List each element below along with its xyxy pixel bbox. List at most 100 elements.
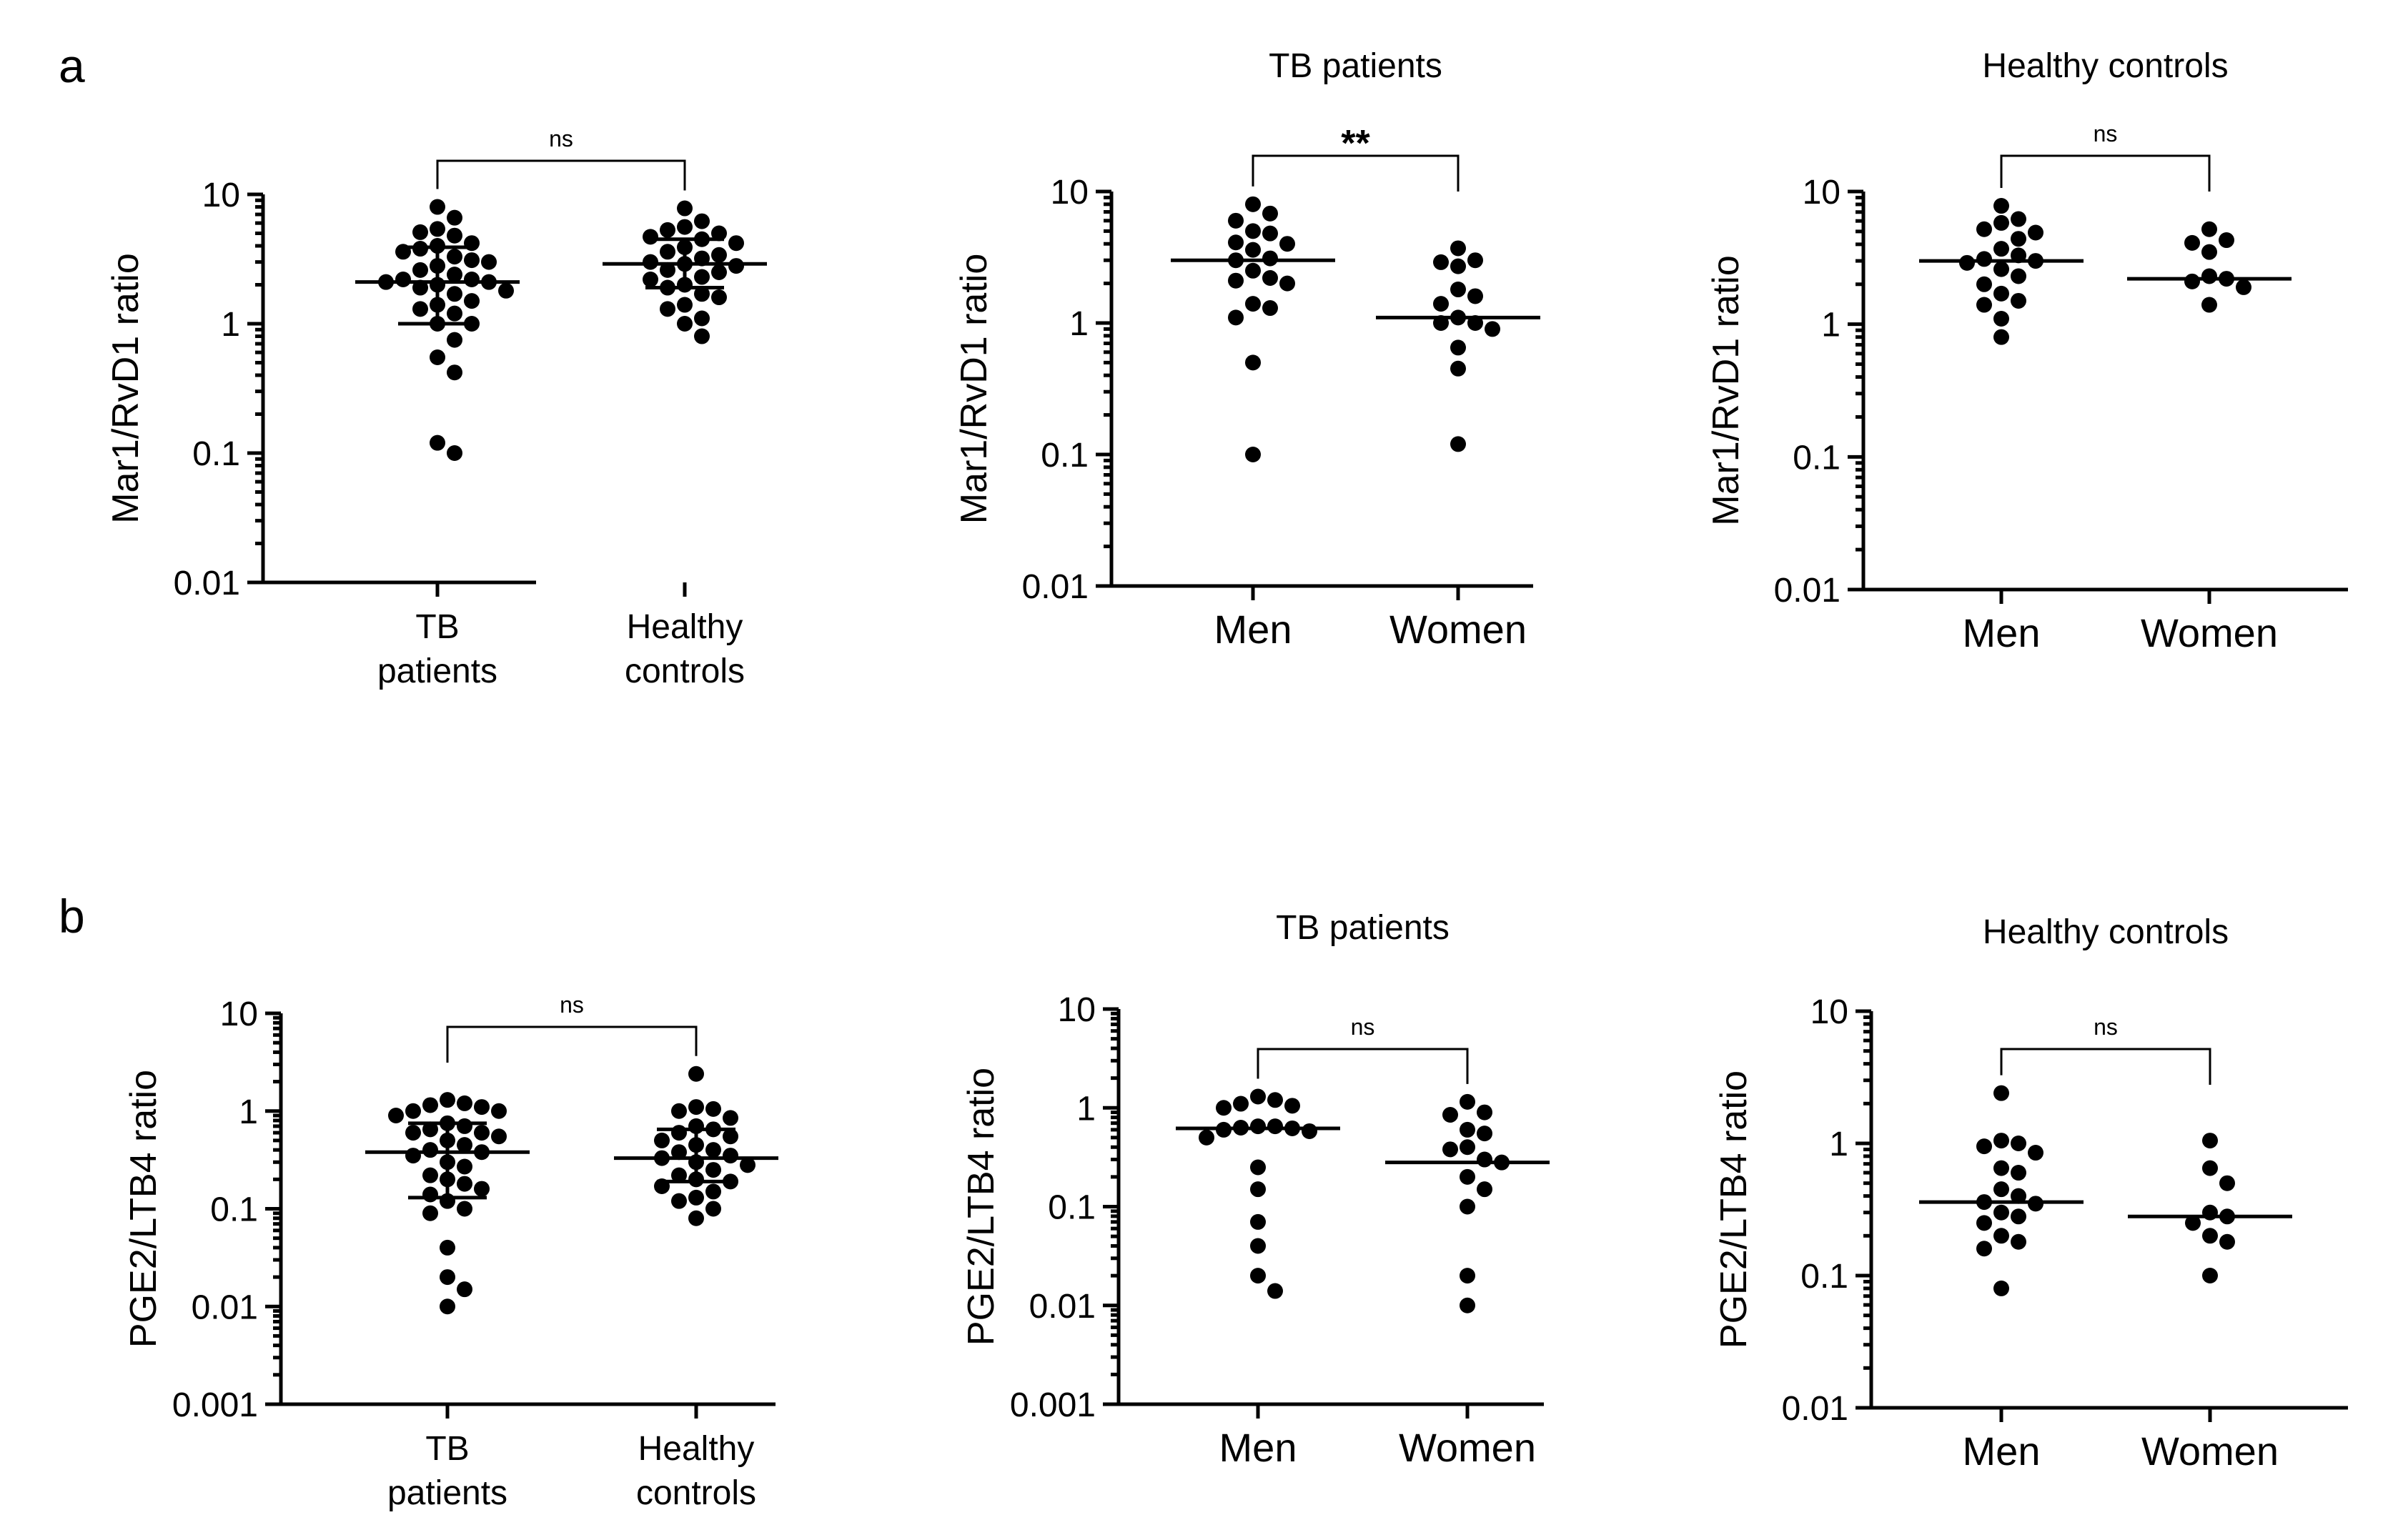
data-point xyxy=(2202,1133,2218,1149)
data-point xyxy=(430,277,445,293)
data-point xyxy=(671,1144,687,1161)
y-tick-label: 0.01 xyxy=(1774,572,1840,610)
data-point xyxy=(440,1193,455,1209)
significance-bracket xyxy=(2000,154,2211,192)
data-point xyxy=(2236,279,2251,295)
data-point xyxy=(654,1178,670,1194)
data-point xyxy=(447,227,462,244)
data-point xyxy=(705,1101,721,1117)
chart-a2: TB patients 0.01 0.1 1 10 Mar1/RvD1 ratio Men W… xyxy=(953,47,1540,652)
chart-b1: 0.001 0.01 0.1 1 10 PGE2/LTB4 ratio TB patients… xyxy=(123,992,778,1512)
data-point xyxy=(1284,1098,1300,1114)
data-point xyxy=(464,235,480,252)
data-point xyxy=(1976,276,1992,292)
data-point xyxy=(1250,1238,1266,1254)
data-point xyxy=(2011,1233,2026,1250)
y-tick-label: 0.01 xyxy=(1022,568,1089,606)
data-point xyxy=(671,1103,687,1119)
x-category-label: TB xyxy=(415,608,459,646)
data-point xyxy=(1250,1159,1266,1176)
data-point xyxy=(688,1065,704,1082)
y-tick-label: 0.1 xyxy=(1048,1189,1096,1227)
data-point xyxy=(1460,1093,1475,1110)
data-point xyxy=(1450,240,1466,257)
data-point xyxy=(1460,1139,1475,1156)
y-axis-label: PGE2/LTB4 ratio xyxy=(1713,1070,1755,1348)
data-point xyxy=(1993,1160,2009,1176)
data-point xyxy=(2202,1160,2218,1176)
data-point xyxy=(395,244,411,260)
data-point xyxy=(1993,1133,2009,1149)
data-point xyxy=(694,231,710,247)
data-point xyxy=(677,239,693,256)
data-point xyxy=(694,310,710,327)
data-point xyxy=(654,1132,670,1148)
data-point xyxy=(422,1121,438,1138)
y-tick-label: 10 xyxy=(1051,174,1089,212)
data-point xyxy=(2011,268,2026,284)
data-point xyxy=(694,269,710,285)
data-point xyxy=(422,1097,438,1113)
x-category-label: Men xyxy=(1214,607,1292,652)
data-point xyxy=(412,224,428,240)
data-point xyxy=(1993,329,2009,345)
data-point xyxy=(1976,221,1992,237)
x-category-label: Women xyxy=(1399,1425,1536,1470)
x-category-label: patients xyxy=(387,1474,507,1512)
data-point xyxy=(1262,205,1278,222)
data-point xyxy=(440,1132,455,1148)
x-category-label: Women xyxy=(2141,610,2278,655)
data-point xyxy=(677,200,693,217)
data-point xyxy=(447,364,462,381)
data-point xyxy=(2011,1165,2026,1181)
data-point xyxy=(1262,300,1278,317)
data-point xyxy=(1245,296,1261,312)
data-point xyxy=(1245,196,1261,212)
data-point xyxy=(728,258,744,274)
data-point xyxy=(1477,1151,1492,1168)
data-point xyxy=(388,1108,404,1124)
data-point xyxy=(1976,251,1992,267)
chart-a1: 0.01 0.1 1 10 Mar1/RvD1 ratio TB patients Healt… xyxy=(105,126,767,690)
data-point xyxy=(694,328,710,344)
data-point xyxy=(1442,1141,1458,1158)
x-category-label: Men xyxy=(1963,610,2041,655)
data-point xyxy=(412,262,428,278)
x-category-label: controls xyxy=(625,652,745,690)
data-point xyxy=(2185,1215,2201,1231)
panel-label-a: a xyxy=(59,39,85,92)
data-point xyxy=(2219,232,2234,249)
data-point xyxy=(677,219,693,235)
data-point xyxy=(440,1298,455,1315)
significance-bracket xyxy=(436,159,686,191)
data-point xyxy=(430,199,445,215)
data-point xyxy=(1279,275,1295,292)
y-axis-label: PGE2/LTB4 ratio xyxy=(961,1068,1002,1346)
y-axis-label: Mar1/RvD1 ratio xyxy=(1705,255,1747,526)
data-point xyxy=(447,286,462,302)
data-point xyxy=(711,264,727,280)
data-point xyxy=(723,1110,738,1126)
data-point xyxy=(688,1189,704,1206)
data-point xyxy=(2028,1145,2043,1161)
y-tick-label: 0.001 xyxy=(1010,1386,1096,1424)
y-tick-label: 10 xyxy=(1058,991,1096,1029)
data-point xyxy=(447,249,462,265)
y-tick-label: 1 xyxy=(1069,305,1089,343)
data-point xyxy=(405,1103,421,1119)
data-point xyxy=(1993,241,2009,257)
data-point xyxy=(1245,447,1261,462)
x-category-label: patients xyxy=(377,652,497,690)
significance-label: ns xyxy=(2094,1014,2118,1040)
data-point xyxy=(660,222,675,238)
data-point xyxy=(1993,1181,2009,1198)
significance-bracket xyxy=(1252,154,1460,192)
chart-title: TB patients xyxy=(1269,47,1442,85)
data-point xyxy=(491,1103,507,1119)
data-point xyxy=(705,1183,721,1200)
data-point xyxy=(422,1167,438,1183)
data-point xyxy=(2201,221,2217,237)
significance-label: ** xyxy=(1341,123,1370,164)
data-point xyxy=(422,1205,438,1221)
data-point xyxy=(643,229,658,245)
